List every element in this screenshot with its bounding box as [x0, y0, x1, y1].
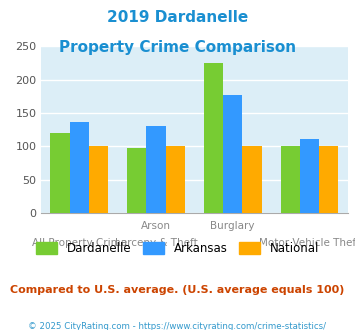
Text: Arson: Arson: [141, 221, 171, 231]
Text: All Property Crime: All Property Crime: [32, 238, 127, 248]
Bar: [70, 122, 89, 213]
Bar: [146, 126, 165, 213]
Bar: [50, 133, 70, 213]
Text: Motor Vehicle Theft: Motor Vehicle Theft: [259, 238, 355, 248]
Legend: Dardanelle, Arkansas, National: Dardanelle, Arkansas, National: [31, 237, 324, 260]
Text: 2019 Dardanelle: 2019 Dardanelle: [107, 10, 248, 25]
Bar: [281, 146, 300, 213]
Bar: [165, 146, 185, 213]
Text: Larceny & Theft: Larceny & Theft: [115, 238, 197, 248]
Text: Compared to U.S. average. (U.S. average equals 100): Compared to U.S. average. (U.S. average …: [10, 285, 345, 295]
Bar: [204, 63, 223, 213]
Bar: [223, 95, 242, 213]
Bar: [127, 148, 146, 213]
Text: Property Crime Comparison: Property Crime Comparison: [59, 40, 296, 54]
Bar: [89, 146, 108, 213]
Text: Burglary: Burglary: [211, 221, 255, 231]
Text: © 2025 CityRating.com - https://www.cityrating.com/crime-statistics/: © 2025 CityRating.com - https://www.city…: [28, 322, 327, 330]
Bar: [300, 139, 319, 213]
Bar: [319, 146, 338, 213]
Bar: [242, 146, 262, 213]
